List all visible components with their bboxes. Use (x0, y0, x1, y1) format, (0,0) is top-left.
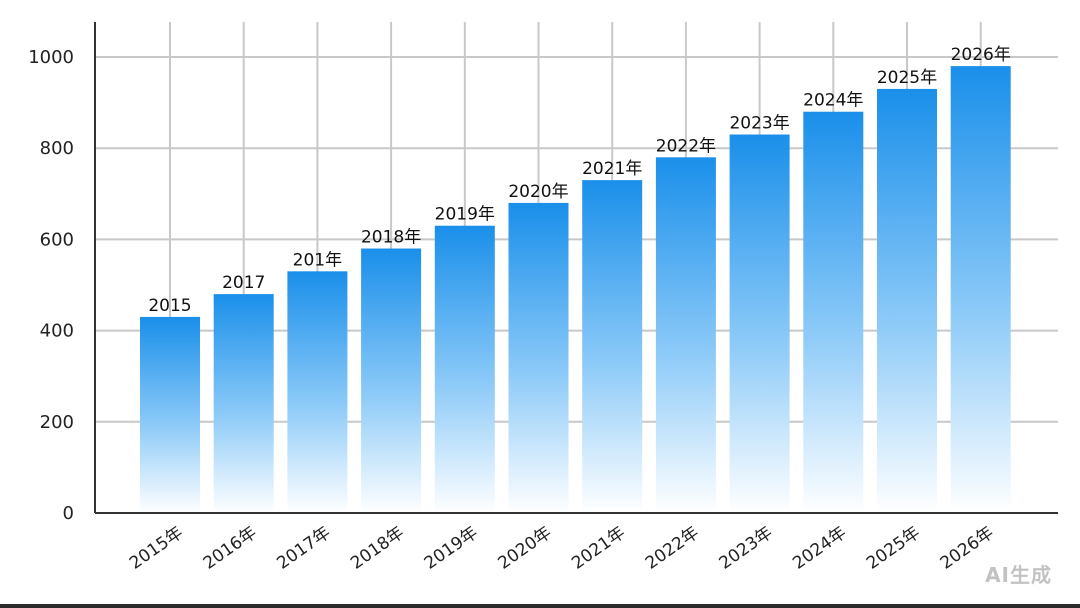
bar-2024年 (803, 111, 864, 513)
x-tick-label: 2016年 (200, 523, 261, 574)
bottom-bar (0, 604, 1080, 608)
bar-2018年 (361, 248, 422, 513)
data-label: 2015 (148, 296, 191, 316)
bars-group (140, 66, 1011, 514)
x-tick-label: 2020年 (495, 523, 556, 574)
bar-2015年 (140, 316, 200, 513)
x-tick-label: 2017年 (273, 523, 334, 574)
x-tick-label: 2022年 (642, 523, 703, 574)
y-tick-label: 1000 (28, 47, 74, 68)
data-label: 2021年 (582, 159, 642, 179)
bar-2023年 (729, 134, 790, 513)
x-tick-label: 2024年 (789, 523, 850, 574)
x-tick-label: 2025年 (863, 523, 924, 574)
data-labels: 2015 2017 201年 2018年 2019年 2020年 2021年 2022年 202… (148, 45, 1010, 316)
y-tick-label: 0 (63, 503, 74, 524)
x-tick-label: 2019年 (421, 523, 482, 574)
data-label: 2023年 (729, 114, 789, 134)
y-tick-label: 200 (40, 412, 74, 433)
data-label: 2019年 (435, 205, 495, 225)
y-tick-label: 800 (40, 138, 74, 159)
bar-2017年 (287, 271, 348, 513)
x-tick-label: 2021年 (568, 523, 629, 574)
x-axis-ticks: 2015年 2016年 2017年 2018年 2019年 2020年 2021年 2022年… (126, 523, 998, 574)
bar-2016年 (213, 294, 274, 513)
bar-2020年 (508, 202, 569, 514)
bar-2022年 (655, 157, 716, 513)
data-label: 2020年 (508, 182, 568, 202)
data-label: 2024年 (803, 91, 863, 111)
bar-2025年 (877, 88, 937, 514)
data-label: 2018年 (361, 228, 421, 248)
x-tick-label: 2018年 (347, 523, 408, 574)
x-tick-label: 2015年 (126, 523, 187, 574)
x-tick-label: 2023年 (716, 523, 777, 574)
data-label: 201年 (293, 250, 342, 270)
bar-2026年 (950, 66, 1011, 514)
data-label: 2025年 (877, 68, 937, 88)
y-tick-label: 600 (40, 229, 74, 250)
data-label: 2026年 (951, 45, 1011, 65)
data-label: 2017 (222, 273, 265, 293)
y-tick-label: 400 (40, 321, 74, 342)
bar-2019年 (434, 225, 495, 513)
data-label: 2022年 (656, 136, 716, 156)
watermark: AI生成 (985, 563, 1052, 587)
y-axis-ticks: 0 200 400 600 800 1000 (28, 47, 74, 524)
bar-2021年 (582, 180, 643, 513)
